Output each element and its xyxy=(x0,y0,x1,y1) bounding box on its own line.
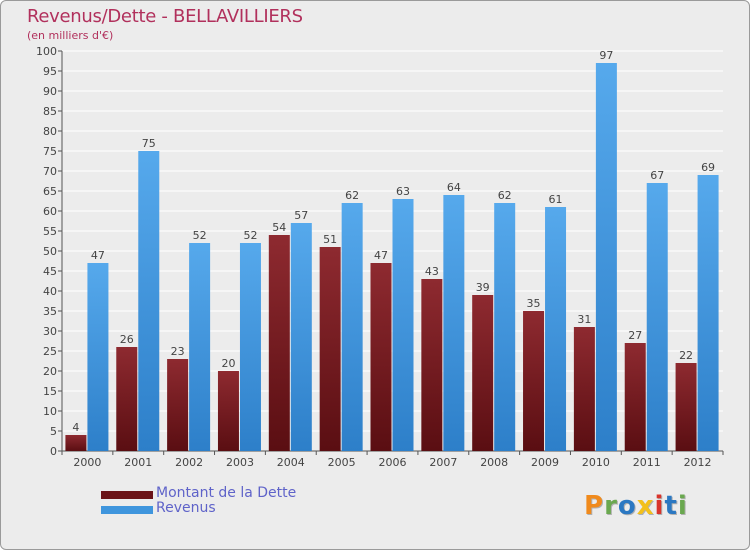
x-tick-label: 2004 xyxy=(277,456,305,469)
data-label-dette: 23 xyxy=(171,345,185,358)
y-tick-label: 5 xyxy=(50,425,57,438)
bar-revenus xyxy=(697,175,719,451)
data-label-revenus: 61 xyxy=(549,193,563,206)
bar-revenus xyxy=(646,183,668,451)
data-label-dette: 43 xyxy=(425,265,439,278)
data-label-dette: 35 xyxy=(527,297,541,310)
data-label-revenus: 69 xyxy=(701,161,715,174)
data-label-revenus: 57 xyxy=(294,209,308,222)
data-label-dette: 39 xyxy=(476,281,490,294)
legend-swatch-dette xyxy=(101,491,153,499)
bar-revenus xyxy=(290,223,312,451)
bar-dette xyxy=(167,359,189,451)
x-tick-label: 2008 xyxy=(480,456,508,469)
x-tick-label: 2012 xyxy=(684,456,712,469)
x-tick-label: 2005 xyxy=(328,456,356,469)
legend-label-revenus: Revenus xyxy=(156,500,216,516)
y-tick-label: 10 xyxy=(43,405,57,418)
bar-dette xyxy=(268,235,290,451)
x-tick-label: 2010 xyxy=(582,456,610,469)
data-label-revenus: 67 xyxy=(650,169,664,182)
bar-dette xyxy=(370,263,392,451)
y-tick-label: 85 xyxy=(43,105,57,118)
data-label-revenus: 75 xyxy=(142,137,156,150)
y-tick-label: 40 xyxy=(43,285,57,298)
y-tick-label: 20 xyxy=(43,365,57,378)
y-tick-label: 80 xyxy=(43,125,57,138)
x-tick-label: 2002 xyxy=(175,456,203,469)
bar-dette xyxy=(472,295,494,451)
y-tick-label: 45 xyxy=(43,265,57,278)
data-label-dette: 31 xyxy=(577,313,591,326)
x-tick-label: 2006 xyxy=(379,456,407,469)
x-tick-label: 2009 xyxy=(531,456,559,469)
data-label-revenus: 63 xyxy=(396,185,410,198)
y-tick-label: 70 xyxy=(43,165,57,178)
bar-revenus xyxy=(189,243,211,451)
x-tick-label: 2007 xyxy=(429,456,457,469)
y-tick-label: 50 xyxy=(43,245,57,258)
bar-revenus xyxy=(341,203,363,451)
bar-dette xyxy=(624,343,646,451)
data-label-revenus: 97 xyxy=(599,49,613,62)
bar-dette xyxy=(523,311,545,451)
proxiti-logo: Proxiti xyxy=(584,491,688,521)
bar-dette xyxy=(65,435,87,451)
chart-subtitle: (en milliers d'€) xyxy=(27,29,114,42)
bar-revenus xyxy=(545,207,567,451)
chart-title: Revenus/Dette - BELLAVILLIERS xyxy=(27,6,303,27)
y-tick-label: 60 xyxy=(43,205,57,218)
data-label-dette: 27 xyxy=(628,329,642,342)
bar-dette xyxy=(319,247,341,451)
data-label-revenus: 52 xyxy=(193,229,207,242)
bar-revenus xyxy=(443,195,465,451)
bar-revenus xyxy=(595,63,617,451)
data-label-dette: 54 xyxy=(272,221,286,234)
y-tick-label: 55 xyxy=(43,225,57,238)
x-tick-label: 2000 xyxy=(73,456,101,469)
bar-revenus xyxy=(239,243,261,451)
y-tick-label: 65 xyxy=(43,185,57,198)
y-tick-label: 15 xyxy=(43,385,57,398)
y-tick-label: 30 xyxy=(43,325,57,338)
data-label-dette: 22 xyxy=(679,349,693,362)
legend-label-dette: Montant de la Dette xyxy=(156,485,297,501)
x-tick-label: 2001 xyxy=(124,456,152,469)
data-label-dette: 47 xyxy=(374,249,388,262)
data-label-revenus: 62 xyxy=(498,189,512,202)
data-label-revenus: 62 xyxy=(345,189,359,202)
x-tick-label: 2003 xyxy=(226,456,254,469)
bar-dette xyxy=(217,371,239,451)
data-label-revenus: 52 xyxy=(243,229,257,242)
bar-revenus xyxy=(138,151,160,451)
bar-dette xyxy=(675,363,697,451)
bar-dette xyxy=(421,279,443,451)
bar-revenus xyxy=(392,199,414,451)
bar-revenus xyxy=(494,203,516,451)
y-tick-label: 35 xyxy=(43,305,57,318)
y-tick-label: 25 xyxy=(43,345,57,358)
data-label-dette: 51 xyxy=(323,233,337,246)
legend-swatch-revenus xyxy=(101,506,153,514)
bar-revenus xyxy=(87,263,109,451)
data-labels: 4 47 26 75 23 52 20 52 54 57 51 62 47 63 43 64 39 62 35 61 3… xyxy=(72,49,715,434)
y-tick-label: 0 xyxy=(50,445,57,458)
y-tick-label: 95 xyxy=(43,65,57,78)
bar-dette xyxy=(573,327,595,451)
data-label-revenus: 47 xyxy=(91,249,105,262)
y-tick-label: 90 xyxy=(43,85,57,98)
data-label-dette: 20 xyxy=(221,357,235,370)
data-label-revenus: 64 xyxy=(447,181,461,194)
y-tick-label: 75 xyxy=(43,145,57,158)
x-tick-label: 2011 xyxy=(633,456,661,469)
data-label-dette: 26 xyxy=(120,333,134,346)
bar-dette xyxy=(116,347,138,451)
y-tick-label: 100 xyxy=(36,45,57,58)
data-label-dette: 4 xyxy=(72,421,79,434)
bars xyxy=(65,63,719,451)
